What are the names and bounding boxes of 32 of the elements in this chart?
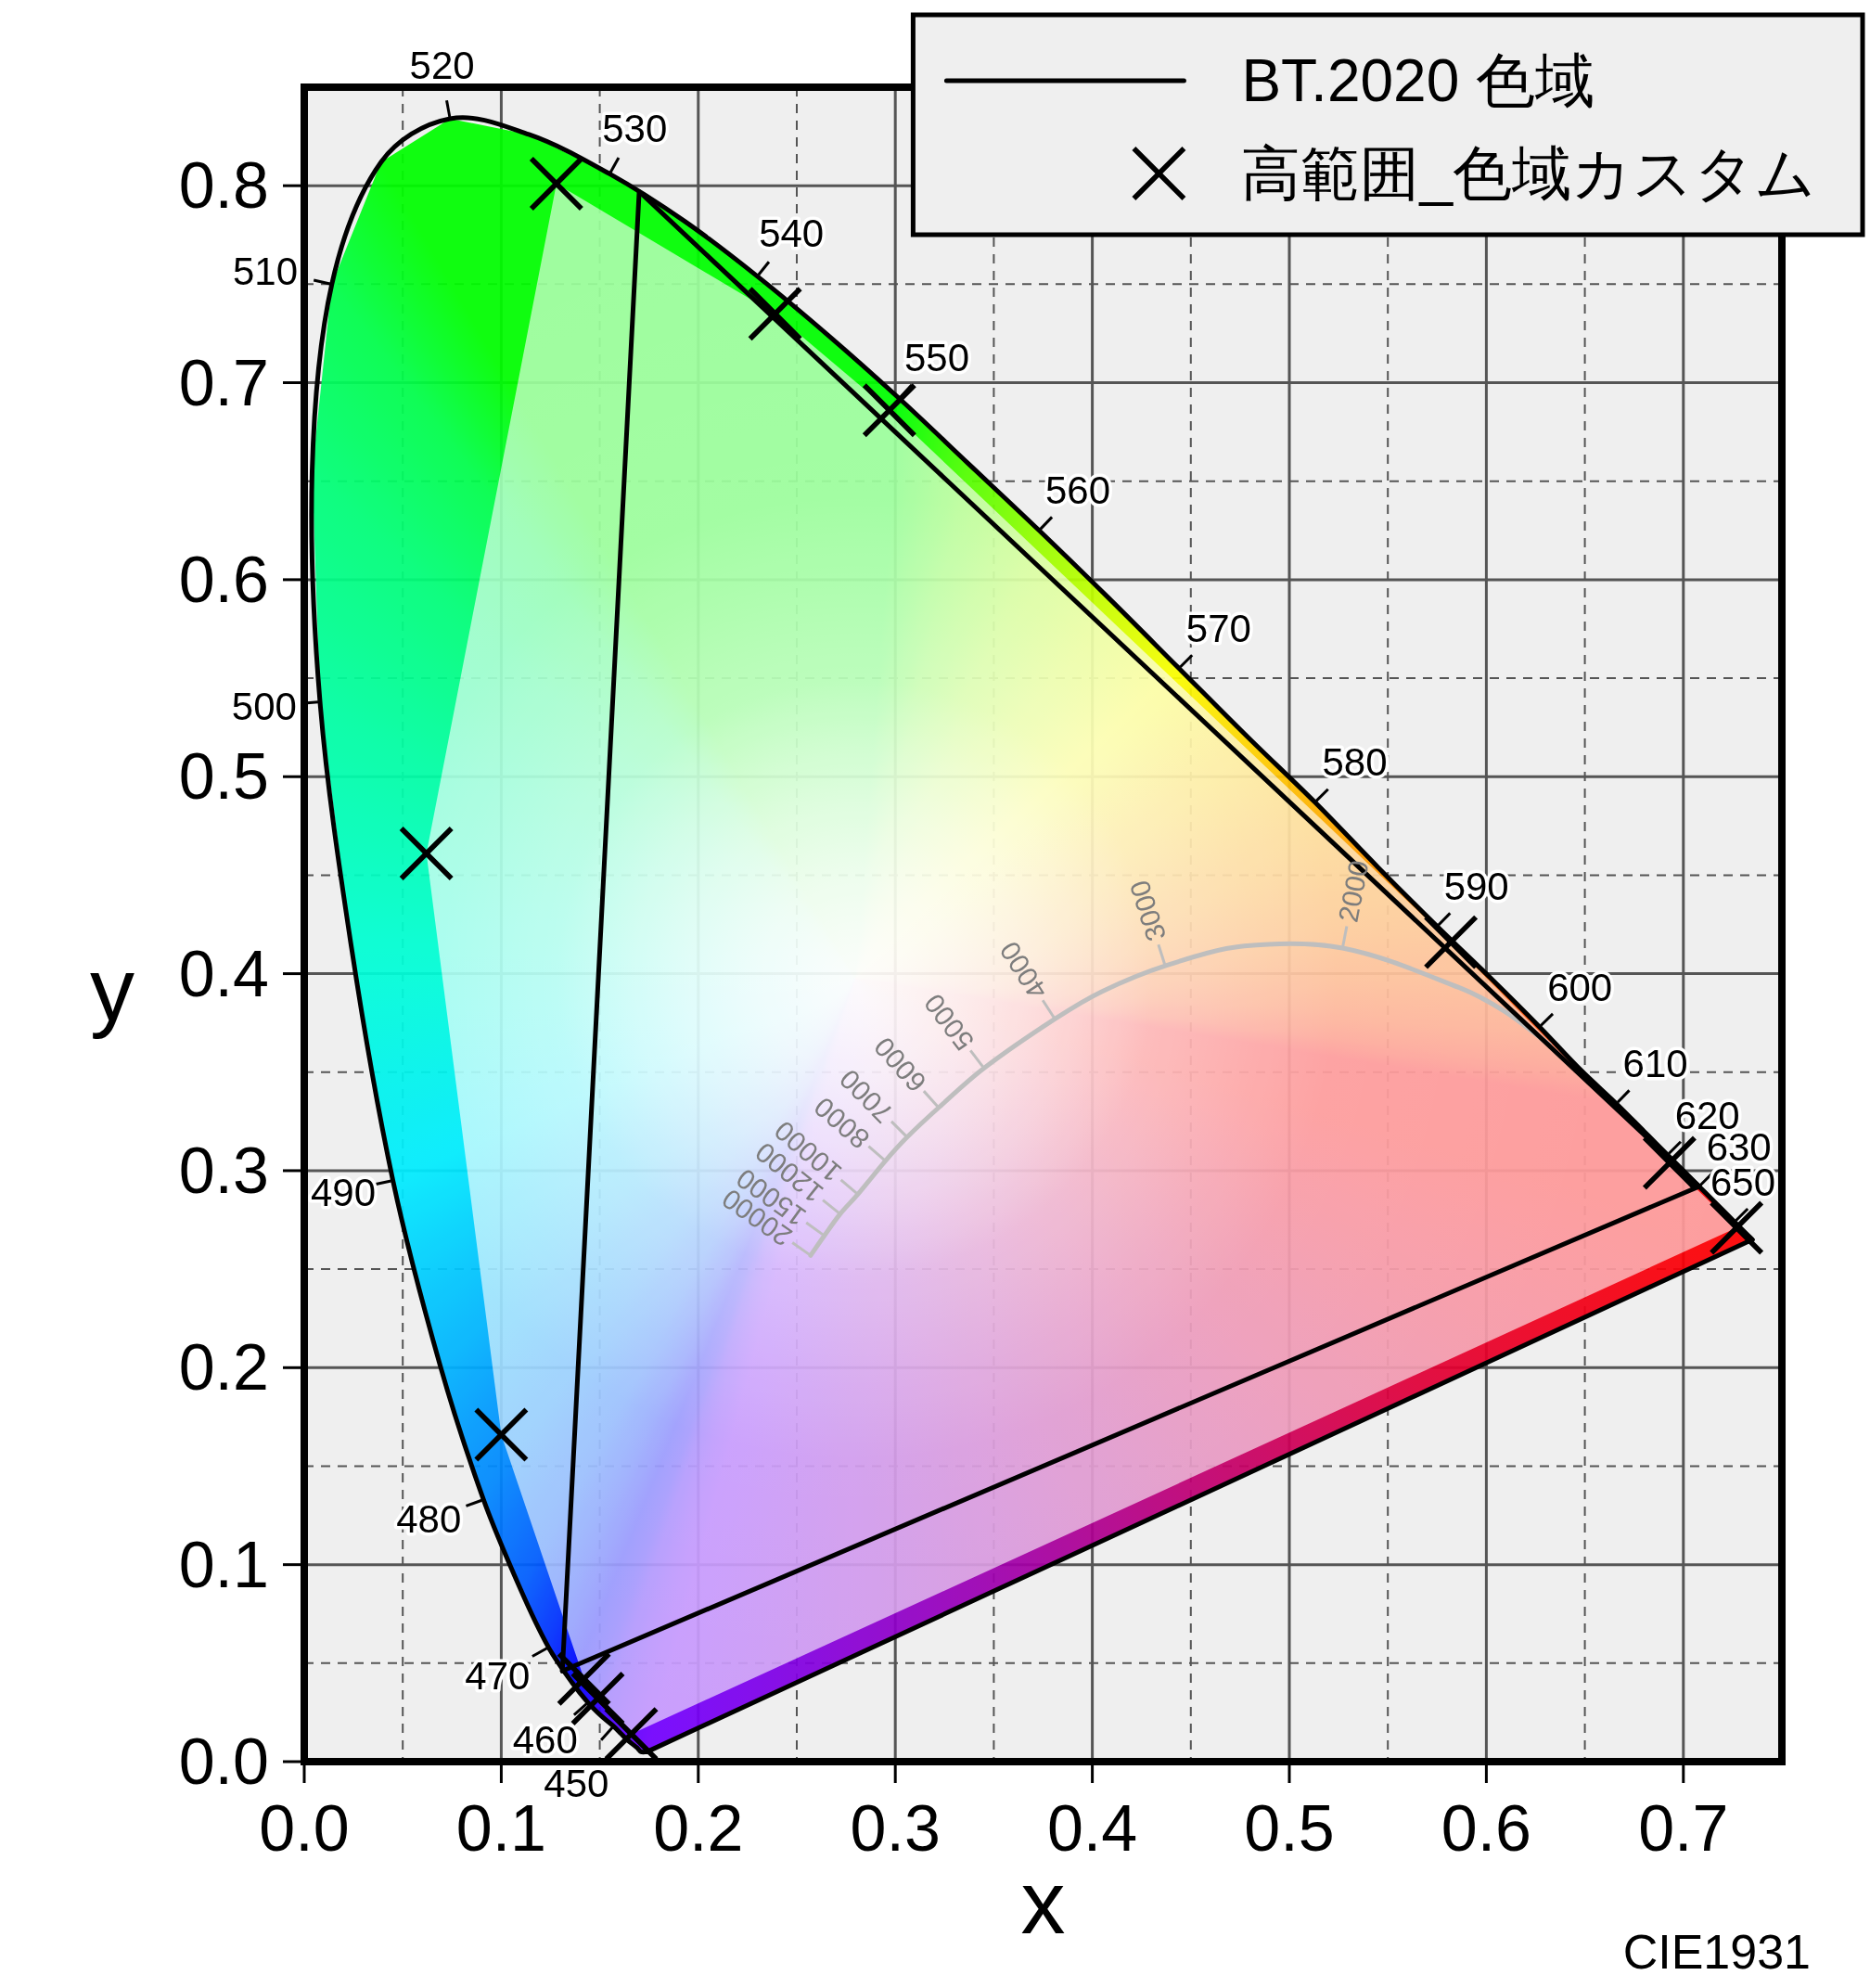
y-tick-label: 0.3	[178, 1134, 269, 1207]
y-tick-label: 0.6	[178, 543, 269, 616]
annotation: 480	[396, 1497, 462, 1542]
x-tick-label: 0.2	[653, 1792, 744, 1865]
y-tick-label: 0.8	[178, 149, 269, 223]
x-tick-label: 0.3	[850, 1792, 941, 1865]
annotation: 550	[903, 335, 970, 379]
y-tick-label: 0.5	[178, 740, 269, 814]
annotation: 650	[1710, 1160, 1776, 1204]
annotation: 520	[409, 43, 475, 87]
y-tick-label: 0.2	[178, 1331, 269, 1404]
x-tick-label: 0.5	[1244, 1792, 1335, 1865]
annotation: 460	[512, 1717, 578, 1762]
annotation: 500	[231, 685, 297, 728]
legend-label: 高範囲_色域カスタム	[1241, 140, 1816, 207]
legend-label: BT.2020 色域	[1241, 47, 1595, 114]
annotation: 570	[1185, 607, 1251, 650]
annotation: 510	[232, 250, 299, 294]
y-axis-title: y	[90, 940, 134, 1039]
annotation: 580	[1322, 740, 1388, 785]
annotation: 600	[1547, 965, 1613, 1009]
annotation: 490	[310, 1170, 377, 1214]
annotation: 530	[602, 107, 668, 151]
text: CIE1931	[1622, 1925, 1811, 1979]
x-tick-label: 0.7	[1638, 1792, 1729, 1865]
y-tick-label: 0.4	[178, 937, 269, 1010]
y-tick-label: 0.7	[178, 346, 269, 419]
y-tick-label: 0.1	[178, 1528, 269, 1601]
annotation: 3000	[1123, 876, 1172, 945]
x-tick-label: 0.6	[1441, 1792, 1532, 1865]
annotation: 540	[759, 212, 825, 256]
annotation: 2000	[1332, 857, 1375, 925]
